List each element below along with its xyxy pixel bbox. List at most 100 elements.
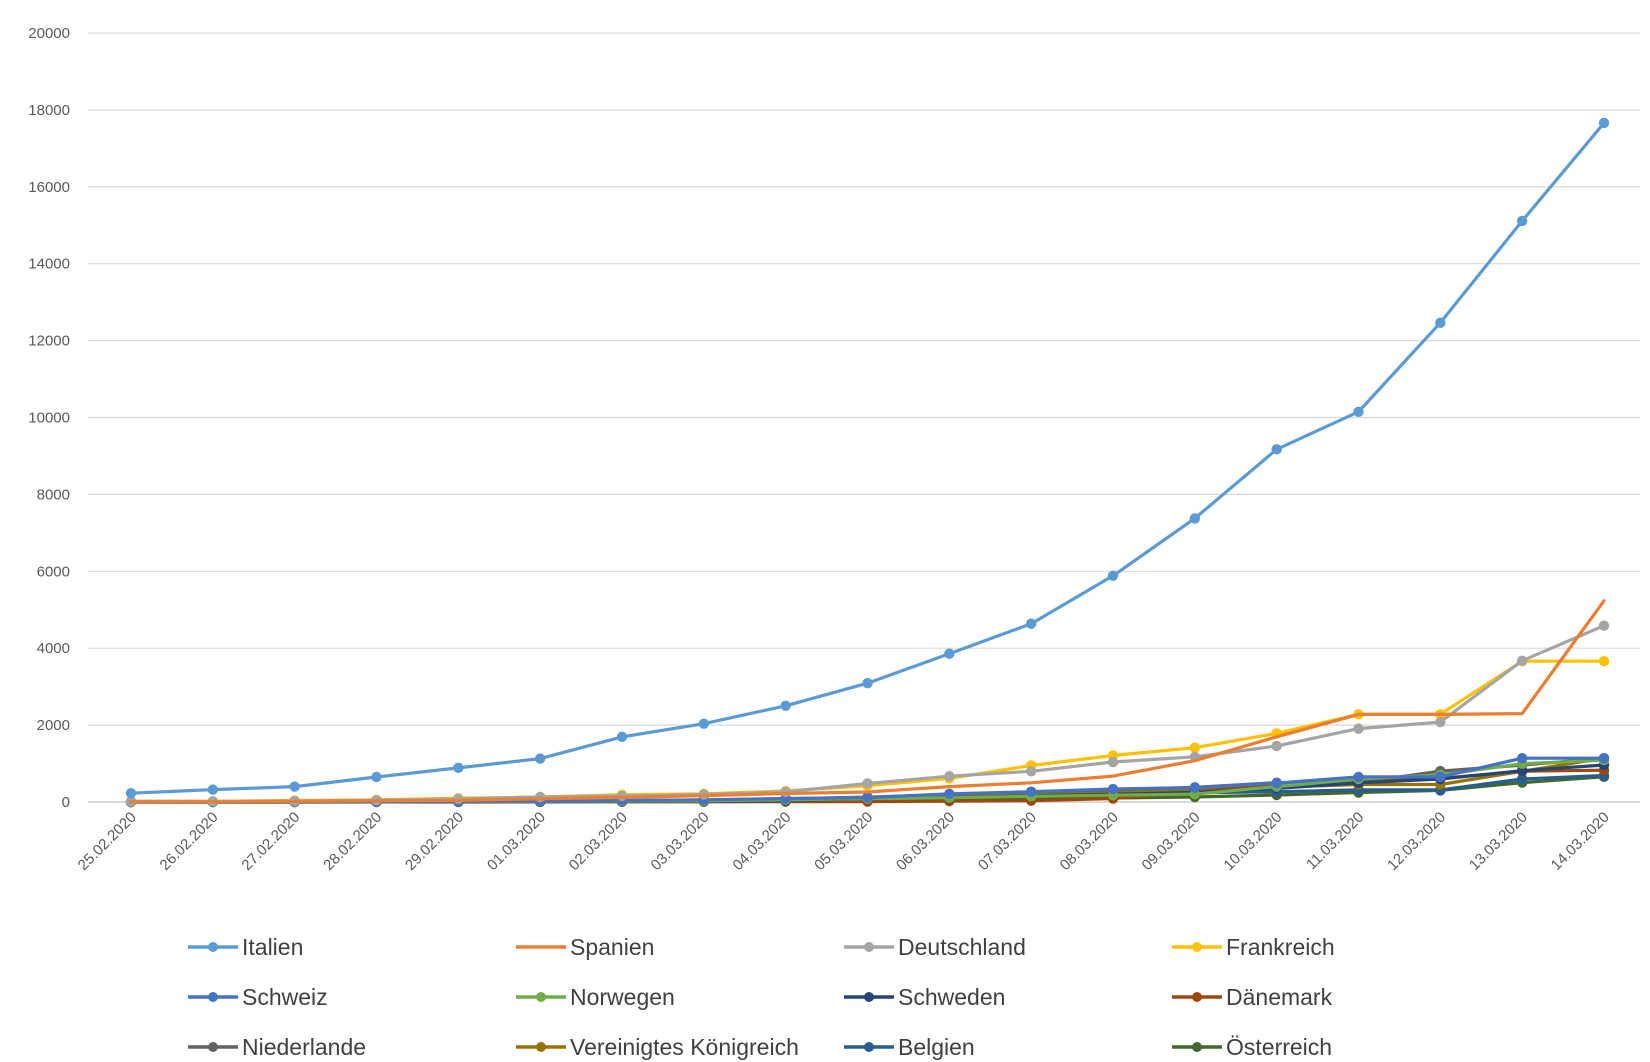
- legend-label: Frankreich: [1226, 934, 1335, 960]
- data-point: [944, 648, 955, 659]
- data-point: [1189, 742, 1201, 753]
- data-point: [1189, 782, 1201, 793]
- data-point: [698, 718, 710, 729]
- x-tick-label: 10.03.2020: [1220, 809, 1285, 874]
- legend-swatch-marker: [1192, 992, 1202, 1002]
- x-tick-label: 12.03.2020: [1384, 809, 1449, 874]
- y-tick-label: 16000: [28, 179, 70, 196]
- legend-label: Norwegen: [570, 984, 675, 1010]
- data-point: [780, 700, 791, 711]
- data-point: [862, 792, 873, 803]
- legend-item: Schweden: [844, 984, 1005, 1010]
- legend-item: Norwegen: [516, 984, 675, 1010]
- data-point: [1516, 655, 1528, 666]
- legend-item: Spanien: [516, 934, 654, 960]
- legend-swatch-marker: [208, 942, 218, 952]
- data-point: [616, 731, 628, 743]
- data-point: [207, 784, 219, 795]
- x-tick-label: 06.03.2020: [893, 809, 958, 874]
- data-point: [862, 678, 873, 689]
- y-tick-label: 0: [62, 794, 70, 811]
- x-tick-label: 27.02.2020: [238, 809, 303, 874]
- data-point: [1107, 783, 1119, 795]
- legend-swatch-marker: [864, 992, 874, 1002]
- legend-item: Vereinigtes Königreich: [516, 1034, 799, 1060]
- legend-item: Belgien: [844, 1034, 975, 1060]
- data-point: [1025, 786, 1037, 797]
- x-tick-label: 29.02.2020: [402, 809, 467, 874]
- legend-label: Niederlande: [242, 1034, 366, 1060]
- series-line: [129, 121, 1606, 795]
- x-tick-label: 04.03.2020: [729, 809, 794, 874]
- data-point: [125, 787, 137, 799]
- data-point: [1435, 317, 1446, 329]
- y-tick-label: 4000: [37, 640, 70, 657]
- legend-swatch-marker: [864, 942, 874, 952]
- legend-item: Dänemark: [1172, 984, 1333, 1010]
- data-point: [944, 788, 955, 799]
- legend-label: Dänemark: [1226, 984, 1333, 1010]
- data-point: [1435, 771, 1446, 783]
- gridlines: [88, 32, 1640, 803]
- legend-label: Schweiz: [242, 984, 328, 1010]
- y-tick-label: 14000: [28, 256, 70, 273]
- y-tick-label: 10000: [28, 410, 70, 427]
- x-tick-label: 05.03.2020: [811, 809, 876, 874]
- legend-label: Belgien: [898, 1034, 975, 1060]
- data-point: [534, 753, 546, 764]
- legend-item: Frankreich: [1172, 934, 1335, 960]
- x-tick-label: 01.03.2020: [484, 809, 549, 874]
- legend-label: Italien: [242, 934, 303, 960]
- x-tick-label: 07.03.2020: [975, 809, 1040, 874]
- legend-swatch-marker: [864, 1042, 874, 1052]
- y-tick-label: 20000: [28, 25, 70, 42]
- x-tick-label: 09.03.2020: [1139, 809, 1204, 874]
- legend-label: Österreich: [1226, 1034, 1332, 1060]
- legend-item: Niederlande: [188, 1034, 366, 1060]
- y-tick-label: 2000: [37, 717, 70, 734]
- series-lines: [125, 117, 1610, 808]
- x-tick-label: 03.03.2020: [648, 809, 713, 874]
- data-point: [1107, 570, 1119, 581]
- legend-item: Deutschland: [844, 934, 1026, 960]
- legend-label: Vereinigtes Königreich: [570, 1034, 799, 1060]
- legend-label: Deutschland: [898, 934, 1026, 960]
- legend-swatch-marker: [1192, 1042, 1202, 1052]
- data-point: [1516, 215, 1528, 227]
- y-tick-label: 18000: [28, 102, 70, 119]
- series-spanien: [129, 599, 1606, 804]
- data-point: [944, 771, 955, 782]
- data-point: [1271, 777, 1282, 789]
- data-point: [1107, 756, 1119, 768]
- data-point: [1025, 618, 1037, 629]
- data-point: [1516, 773, 1528, 785]
- data-point: [371, 771, 382, 783]
- data-point: [1516, 753, 1528, 764]
- y-tick-label: 12000: [28, 333, 70, 350]
- data-point: [453, 762, 464, 774]
- data-point: [862, 778, 873, 789]
- x-tick-label: 02.03.2020: [566, 809, 631, 874]
- x-axis-tick-labels: 25.02.2020 26.02.2020 27.02.2020 28.02.2020…: [75, 809, 1613, 874]
- data-point: [1435, 716, 1446, 728]
- legend-item: Österreich: [1172, 1034, 1332, 1060]
- data-point: [1189, 513, 1201, 524]
- y-tick-label: 8000: [37, 486, 70, 503]
- data-point: [1271, 740, 1282, 752]
- x-tick-label: 25.02.2020: [75, 809, 140, 874]
- x-tick-label: 11.03.2020: [1303, 809, 1367, 873]
- data-point: [1353, 406, 1364, 417]
- legend-label: Spanien: [570, 934, 654, 960]
- y-axis-tick-labels: 0 2000 4000 6000 8000 10000 12000 14000 16000 180…: [28, 25, 70, 811]
- series-line: [129, 599, 1606, 804]
- legend-swatch-marker: [1192, 942, 1202, 952]
- x-tick-label: 14.03.2020: [1548, 809, 1613, 874]
- data-point: [1598, 753, 1610, 764]
- legend-item: Schweiz: [188, 984, 328, 1010]
- legend-label: Schweden: [898, 984, 1005, 1010]
- data-point: [1598, 117, 1610, 129]
- x-tick-label: 08.03.2020: [1057, 809, 1122, 874]
- data-point: [1271, 444, 1282, 455]
- data-point: [1353, 771, 1364, 783]
